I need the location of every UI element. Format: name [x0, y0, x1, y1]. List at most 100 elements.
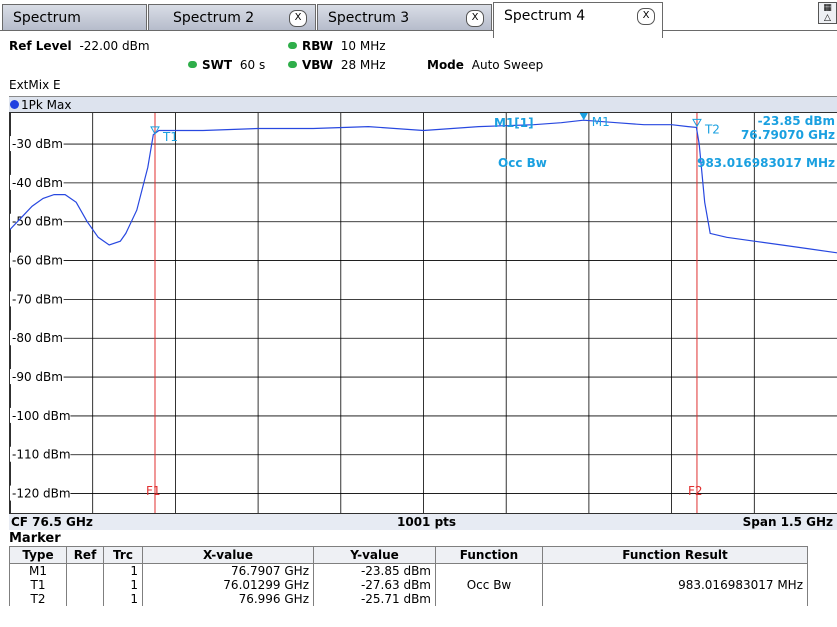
ref-level-label: Ref Level — [9, 39, 72, 53]
mixer-label: ExtMix E — [9, 78, 61, 92]
center-frequency: CF 76.5 GHz — [11, 515, 93, 529]
rbw: RBW 10 MHz — [288, 39, 386, 53]
close-icon[interactable]: X — [466, 10, 484, 27]
cell-function-result — [542, 563, 808, 578]
status-led-icon — [288, 61, 297, 68]
m1-level: -23.85 dBm — [758, 114, 835, 128]
marker-readouts: M1[1] -23.85 dBm 76.79070 GHz Occ Bw 983… — [494, 114, 835, 170]
frequency-line-label: F2 — [688, 484, 703, 498]
y-tick-label-bg — [10, 446, 71, 462]
cell-type: M1 — [9, 563, 67, 578]
tab-spectrum-2[interactable]: Spectrum 2 X — [148, 4, 316, 30]
marker-table-title: Marker — [9, 531, 61, 546]
m1-frequency: 76.79070 GHz — [741, 128, 835, 142]
table-row[interactable]: T2 1 76.996 GHz -25.71 dBm — [9, 592, 808, 606]
y-tick-label-bg — [10, 213, 64, 229]
marker-triangle-icon — [150, 126, 160, 135]
tab-bar: Spectrum Spectrum 2 X Spectrum 3 X Spect… — [0, 0, 837, 38]
trace-label: 1Pk Max — [21, 98, 72, 112]
rbw-value: 10 MHz — [340, 39, 386, 53]
y-tick-label: -100 dBm — [12, 409, 71, 423]
span: Span 1.5 GHz — [742, 515, 833, 529]
vbw-value: 28 MHz — [340, 58, 386, 72]
frequency-lines: F1 F2 — [146, 113, 703, 513]
cell-function-result: 983.016983017 MHz — [542, 578, 808, 592]
swt: SWT 60 s — [188, 58, 265, 72]
col-function: Function — [435, 546, 543, 564]
cell-function — [435, 592, 543, 606]
frequency-line-label: F1 — [146, 484, 161, 498]
mode-label: Mode — [427, 58, 464, 72]
trace-label-bar: 1Pk Max — [9, 96, 837, 113]
tab-spectrum-4[interactable]: Spectrum 4 X — [493, 2, 663, 38]
close-icon[interactable]: X — [289, 10, 307, 27]
markers: M1 T1 T2 — [150, 113, 720, 144]
status-led-icon — [188, 61, 197, 68]
table-row[interactable]: M1 1 76.7907 GHz -23.85 dBm — [9, 563, 808, 578]
marker-label: T1 — [162, 130, 178, 144]
m1-readout-label: M1[1] — [494, 116, 534, 130]
table-row[interactable]: T1 1 76.01299 GHz -27.63 dBm Occ Bw 983.… — [9, 578, 808, 592]
y-tick-label: -70 dBm — [12, 292, 63, 306]
marker-table: Type Ref Trc X-value Y-value Function Fu… — [9, 546, 808, 606]
cell-ref — [66, 578, 104, 592]
cell-trc: 1 — [103, 578, 143, 592]
y-tick-label-bg — [10, 330, 64, 346]
tab-spectrum[interactable]: Spectrum — [2, 4, 147, 30]
measurement-info: Ref Level -22.00 dBm RBW 10 MHz SWT 60 s… — [0, 38, 837, 92]
swt-value: 60 s — [239, 58, 266, 72]
cell-function-result — [542, 592, 808, 606]
spectrum-plot[interactable]: -30 dBm -40 dBm -50 dBm -60 dBm -70 dBm -80 d… — [10, 113, 837, 513]
tab-label: Spectrum 4 — [504, 8, 586, 24]
col-y-value: Y-value — [313, 546, 436, 564]
tab-label: Spectrum — [13, 10, 81, 26]
y-tick-label-bg — [10, 174, 64, 190]
grid — [10, 113, 837, 513]
occbw-value: 983.016983017 MHz — [697, 156, 835, 170]
cell-x-value: 76.996 GHz — [142, 592, 314, 606]
cell-x-value: 76.7907 GHz — [142, 563, 314, 578]
status-led-icon — [288, 42, 297, 49]
cell-ref — [66, 563, 104, 578]
rbw-label: RBW — [302, 39, 333, 53]
cell-trc: 1 — [103, 563, 143, 578]
trace-line — [10, 119, 837, 254]
sweep-points: 1001 pts — [397, 515, 457, 529]
swt-label: SWT — [202, 58, 233, 72]
occbw-label: Occ Bw — [498, 156, 547, 170]
y-tick-label-bg — [10, 407, 71, 423]
ref-level: Ref Level -22.00 dBm — [9, 39, 150, 53]
y-tick-label: -120 dBm — [12, 487, 71, 501]
y-tick-label: -60 dBm — [12, 254, 63, 268]
col-x-value: X-value — [142, 546, 314, 564]
diagram-frame — [9, 112, 837, 513]
cell-function — [435, 563, 543, 578]
cell-ref — [66, 592, 104, 606]
tab-label: Spectrum 2 — [173, 10, 255, 26]
y-axis-labels: -30 dBm -40 dBm -50 dBm -60 dBm -70 dBm -80 d… — [10, 136, 71, 501]
y-tick-label: -40 dBm — [12, 176, 63, 190]
cell-function: Occ Bw — [435, 578, 543, 592]
x-axis-bar: CF 76.5 GHz 1001 pts Span 1.5 GHz — [9, 513, 837, 530]
y-tick-label: -50 dBm — [12, 215, 63, 229]
marker-triangle-icon — [579, 113, 588, 121]
tab-spectrum-3[interactable]: Spectrum 3 X — [317, 4, 492, 30]
cell-trc: 1 — [103, 592, 143, 606]
cell-y-value: -23.85 dBm — [313, 563, 436, 578]
ref-level-value: -22.00 dBm — [79, 39, 150, 53]
vbw: VBW 28 MHz — [288, 58, 386, 72]
cell-y-value: -27.63 dBm — [313, 578, 436, 592]
y-tick-label: -110 dBm — [12, 448, 71, 462]
cell-type: T1 — [9, 578, 67, 592]
y-tick-label-bg — [10, 252, 64, 268]
y-tick-label-bg — [10, 369, 64, 385]
trace-dot-icon — [10, 100, 19, 109]
cell-y-value: -25.71 dBm — [313, 592, 436, 606]
close-icon[interactable]: X — [637, 8, 655, 25]
col-type: Type — [9, 546, 67, 564]
y-tick-label: -30 dBm — [12, 137, 63, 151]
vbw-label: VBW — [302, 58, 334, 72]
col-ref: Ref — [66, 546, 104, 564]
tab-label: Spectrum 3 — [328, 10, 410, 26]
display-config-icon[interactable]: ▦ △ — [818, 2, 837, 24]
